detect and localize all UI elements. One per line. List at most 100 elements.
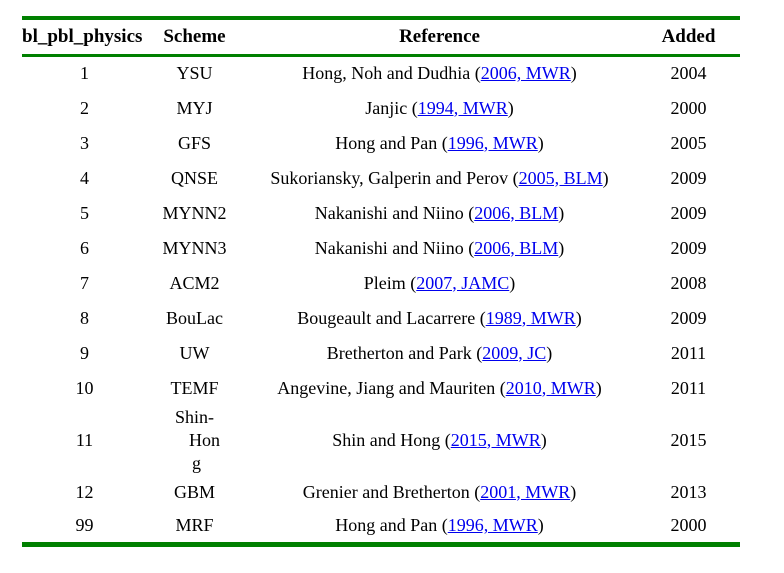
table-row: 7 ACM2 Pleim (2007, JAMC) 2008 bbox=[22, 266, 740, 301]
added-year: 2009 bbox=[670, 202, 707, 223]
option-value: 11 bbox=[75, 429, 94, 450]
option-value: 1 bbox=[80, 63, 89, 84]
reference-text: Nakanishi and Niino bbox=[314, 237, 464, 258]
table-row: 3 GFS Hong and Pan (1996, MWR) 2005 bbox=[22, 126, 740, 161]
reference-cell: Nakanishi and Niino (2006, BLM) bbox=[242, 196, 637, 231]
scheme-name: YSU bbox=[176, 63, 213, 84]
added-year: 2013 bbox=[670, 481, 707, 502]
reference-text: Bougeault and Lacarrere bbox=[297, 307, 476, 328]
reference-cell: Bretherton and Park (2009, JC) bbox=[242, 336, 637, 371]
reference-cell: Grenier and Bretherton (2001, MWR) bbox=[242, 475, 637, 510]
reference-link[interactable]: 1989, MWR bbox=[485, 307, 576, 328]
table-row: 1 YSU Hong, Noh and Dudhia (2006, MWR) 2… bbox=[22, 56, 740, 91]
reference-link[interactable]: 2001, MWR bbox=[480, 481, 571, 502]
paren-open: ( bbox=[508, 167, 519, 188]
paren-close: ) bbox=[509, 272, 516, 293]
paren-open: ( bbox=[495, 377, 506, 398]
option-value: 8 bbox=[80, 307, 89, 328]
table-row: 12 GBM Grenier and Bretherton (2001, MWR… bbox=[22, 475, 740, 510]
table-header: bl_pbl_physics Scheme Reference Added bbox=[22, 18, 740, 56]
reference-text: Pleim bbox=[363, 272, 406, 293]
reference-link[interactable]: 1994, MWR bbox=[417, 97, 508, 118]
table-row: 4 QNSE Sukoriansky, Galperin and Perov (… bbox=[22, 161, 740, 196]
table-row: 11 Shin- Hon g Shin and Hong (2015, MWR)… bbox=[22, 406, 740, 475]
reference-link[interactable]: 2006, BLM bbox=[474, 202, 559, 223]
scheme-name: MYNN2 bbox=[162, 202, 227, 223]
scheme-name: GBM bbox=[173, 481, 215, 502]
option-value: 2 bbox=[80, 97, 89, 118]
reference-text: Hong and Pan bbox=[335, 515, 438, 536]
scheme-name: TEMF bbox=[170, 377, 219, 398]
option-value: 5 bbox=[80, 202, 89, 223]
scheme-name: BouLac bbox=[166, 307, 223, 328]
header-added: Added bbox=[661, 26, 716, 47]
reference-cell: Shin and Hong (2015, MWR) bbox=[242, 406, 637, 475]
option-value: 4 bbox=[80, 167, 89, 188]
reference-text: Hong and Pan bbox=[335, 132, 438, 153]
table-row: 9 UW Bretherton and Park (2009, JC) 2011 bbox=[22, 336, 740, 371]
paren-close: ) bbox=[537, 132, 544, 153]
reference-text: Janjic bbox=[365, 97, 408, 118]
reference-cell: Sukoriansky, Galperin and Perov (2005, B… bbox=[242, 161, 637, 196]
added-year: 2008 bbox=[670, 272, 707, 293]
reference-link[interactable]: 2007, JAMC bbox=[416, 272, 510, 293]
added-year: 2009 bbox=[670, 307, 707, 328]
reference-link[interactable]: 1996, MWR bbox=[447, 132, 538, 153]
paren-close: ) bbox=[507, 97, 514, 118]
scheme-name: GFS bbox=[177, 132, 212, 153]
added-year: 2000 bbox=[670, 97, 707, 118]
reference-link[interactable]: 1996, MWR bbox=[447, 515, 538, 536]
paren-close: ) bbox=[540, 429, 547, 450]
added-year: 2000 bbox=[670, 515, 707, 536]
header-reference: Reference bbox=[399, 26, 480, 47]
paren-open: ( bbox=[463, 202, 475, 223]
paren-close: ) bbox=[570, 481, 577, 502]
reference-text: Shin and Hong bbox=[332, 429, 441, 450]
option-value: 9 bbox=[80, 342, 89, 363]
reference-link[interactable]: 2006, MWR bbox=[480, 63, 571, 84]
reference-link[interactable]: 2009, JC bbox=[482, 342, 547, 363]
reference-link[interactable]: 2005, BLM bbox=[518, 167, 603, 188]
scheme-name: ACM2 bbox=[169, 272, 220, 293]
paren-close: ) bbox=[558, 237, 565, 258]
option-value: 6 bbox=[80, 237, 89, 258]
option-value: 10 bbox=[75, 377, 94, 398]
reference-cell: Hong and Pan (1996, MWR) bbox=[242, 510, 637, 545]
paren-close: ) bbox=[537, 515, 544, 536]
reference-cell: Janjic (1994, MWR) bbox=[242, 91, 637, 126]
paren-close: ) bbox=[602, 167, 609, 188]
reference-link[interactable]: 2010, MWR bbox=[505, 377, 596, 398]
table-row: 6 MYNN3 Nakanishi and Niino (2006, BLM) … bbox=[22, 231, 740, 266]
added-year: 2009 bbox=[670, 237, 707, 258]
scheme-name: QNSE bbox=[170, 167, 218, 188]
paren-open: ( bbox=[470, 63, 481, 84]
table-row: 2 MYJ Janjic (1994, MWR) 2000 bbox=[22, 91, 740, 126]
scheme-line: Hon bbox=[189, 429, 220, 450]
reference-link[interactable]: 2015, MWR bbox=[450, 429, 541, 450]
option-value: 3 bbox=[80, 132, 89, 153]
reference-link[interactable]: 2006, BLM bbox=[474, 237, 559, 258]
added-year: 2011 bbox=[670, 342, 707, 363]
reference-cell: Hong, Noh and Dudhia (2006, MWR) bbox=[242, 56, 637, 91]
table-row: 5 MYNN2 Nakanishi and Niino (2006, BLM) … bbox=[22, 196, 740, 231]
table-row: 99 MRF Hong and Pan (1996, MWR) 2000 bbox=[22, 510, 740, 545]
option-value: 7 bbox=[80, 272, 89, 293]
reference-cell: Hong and Pan (1996, MWR) bbox=[242, 126, 637, 161]
table-row: 10 TEMF Angevine, Jiang and Mauriten (20… bbox=[22, 371, 740, 406]
paren-open: ( bbox=[475, 307, 486, 328]
paren-open: ( bbox=[440, 429, 451, 450]
paren-open: ( bbox=[463, 237, 475, 258]
paren-close: ) bbox=[595, 377, 602, 398]
paren-close: ) bbox=[570, 63, 577, 84]
reference-text: Nakanishi and Niino bbox=[314, 202, 464, 223]
added-year: 2011 bbox=[670, 377, 707, 398]
paren-open: ( bbox=[405, 272, 417, 293]
paren-close: ) bbox=[546, 342, 553, 363]
scheme-name: UW bbox=[179, 342, 210, 363]
pbl-physics-table: bl_pbl_physics Scheme Reference Added 1 … bbox=[22, 16, 740, 547]
reference-cell: Nakanishi and Niino (2006, BLM) bbox=[242, 231, 637, 266]
table-row: 8 BouLac Bougeault and Lacarrere (1989, … bbox=[22, 301, 740, 336]
paren-open: ( bbox=[437, 132, 448, 153]
reference-text: Bretherton and Park bbox=[326, 342, 472, 363]
added-year: 2005 bbox=[670, 132, 707, 153]
